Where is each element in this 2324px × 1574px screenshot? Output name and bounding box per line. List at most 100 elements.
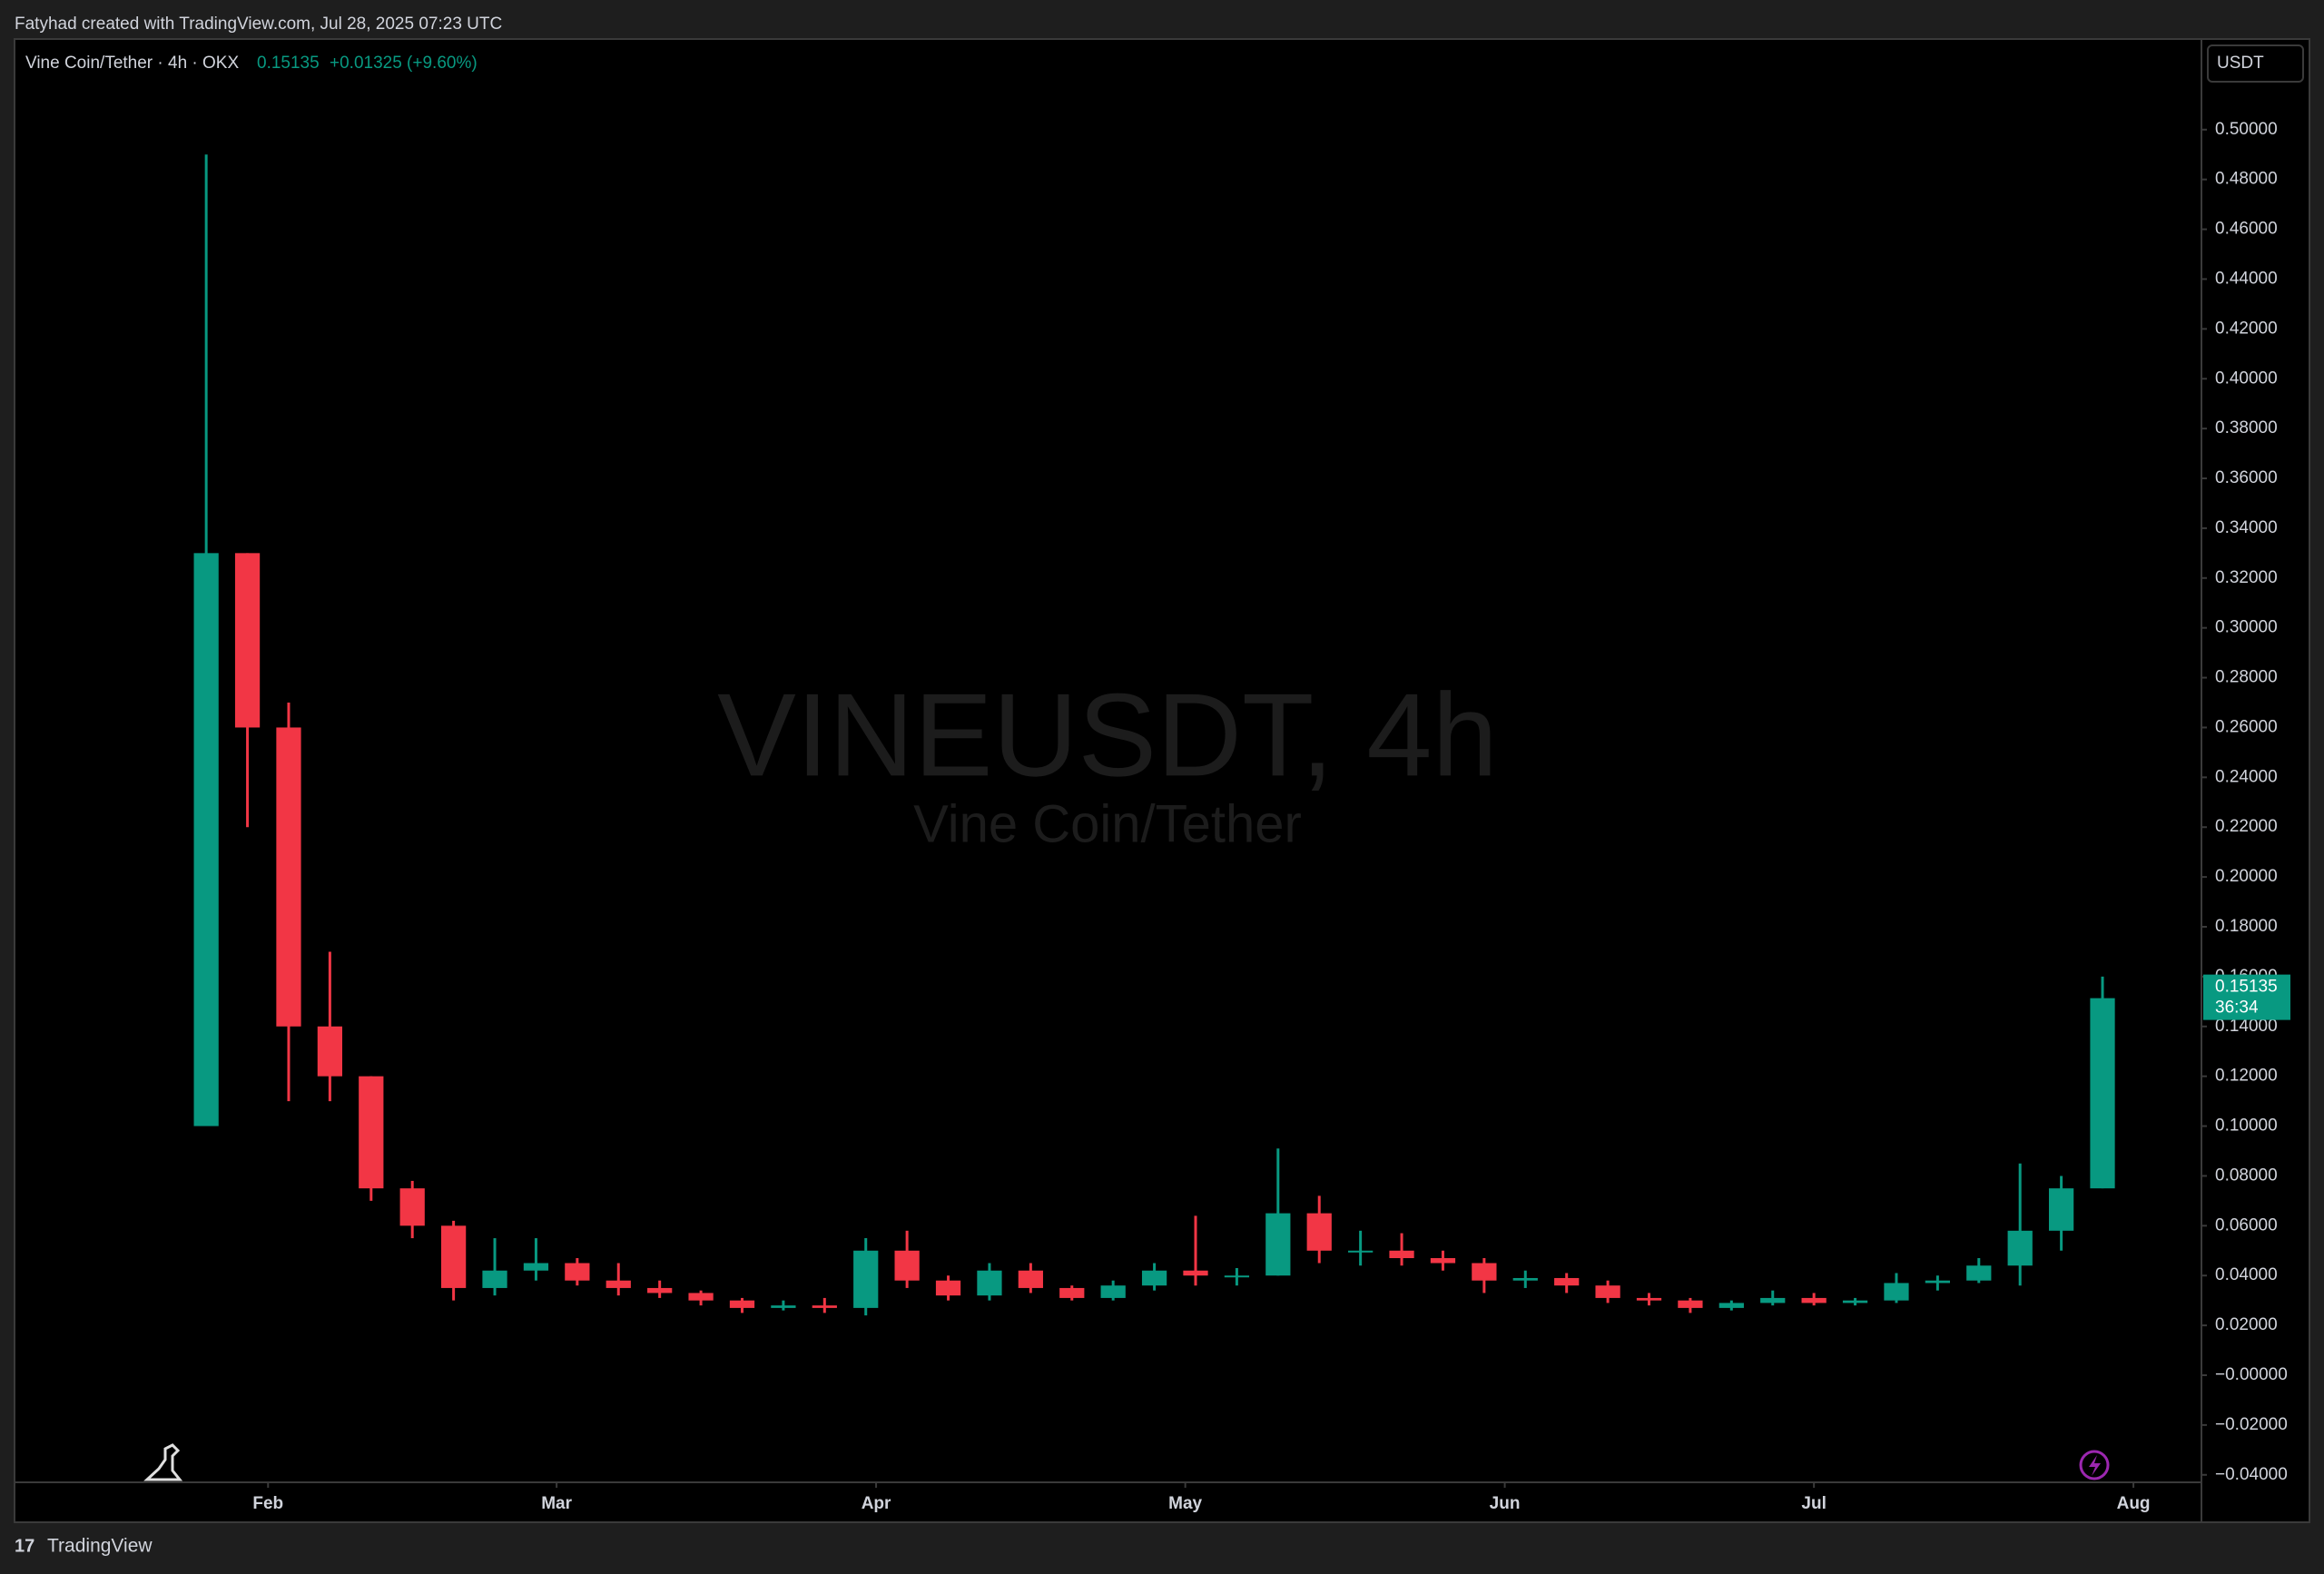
candle-body xyxy=(1183,1270,1208,1276)
watermark-subtitle: Vine Coin/Tether xyxy=(913,794,1302,853)
candle-body xyxy=(771,1305,796,1308)
price-label: 0.15135 xyxy=(2215,978,2278,997)
price-change: +0.01325 (+9.60%) xyxy=(330,54,478,73)
candle-body xyxy=(853,1250,879,1308)
y-tick-label: 0.04000 xyxy=(2215,1265,2278,1284)
x-tick-label: Apr xyxy=(862,1494,891,1513)
candle-body xyxy=(1966,1265,1992,1281)
candle-body xyxy=(234,553,261,728)
y-tick-label: 0.28000 xyxy=(2215,668,2278,687)
candle-body xyxy=(1018,1270,1043,1288)
candle-body xyxy=(399,1188,425,1226)
candles xyxy=(193,154,2115,1316)
candle-body xyxy=(2007,1230,2033,1266)
candle-body xyxy=(1141,1270,1167,1286)
candle-body xyxy=(359,1076,384,1189)
y-tick-label: 0.10000 xyxy=(2215,1117,2278,1136)
y-tick-label: −0.04000 xyxy=(2215,1465,2288,1484)
symbol-title: Vine Coin/Tether · 4h · OKX xyxy=(25,54,239,73)
y-tick-label: 0.30000 xyxy=(2215,618,2278,637)
y-tick-label: −0.02000 xyxy=(2215,1415,2288,1434)
currency-button[interactable] xyxy=(2207,44,2304,83)
y-tick-label: −0.00000 xyxy=(2215,1365,2288,1384)
y-tick-label: 0.48000 xyxy=(2215,170,2278,189)
candle-body xyxy=(1842,1300,1868,1303)
candle-body xyxy=(440,1225,467,1288)
y-tick-label: 0.12000 xyxy=(2215,1067,2278,1086)
lightning-icon[interactable] xyxy=(2079,1450,2110,1481)
y-tick-label: 0.08000 xyxy=(2215,1166,2278,1185)
currency[interactable]: USDT xyxy=(2217,54,2264,73)
candle-body xyxy=(1059,1287,1085,1298)
candle-body xyxy=(1224,1275,1250,1278)
watermark: VINEUSDT, 4h xyxy=(717,668,1498,801)
dino-logo xyxy=(143,1443,183,1481)
y-tick-label: 0.34000 xyxy=(2215,518,2278,537)
candle-body xyxy=(1925,1280,1950,1284)
candle-body xyxy=(894,1250,920,1281)
y-tick-label: 0.42000 xyxy=(2215,319,2278,338)
x-tick-label: Jul xyxy=(1801,1494,1826,1513)
y-tick-label: 0.50000 xyxy=(2215,120,2278,139)
y-tick-label: 0.32000 xyxy=(2215,568,2278,587)
x-tick-label: Feb xyxy=(252,1494,283,1513)
candle-body xyxy=(1636,1297,1662,1301)
candle-body xyxy=(1100,1285,1126,1298)
candle-body xyxy=(1595,1285,1620,1298)
x-tick-label: Mar xyxy=(541,1494,572,1513)
candle-body xyxy=(1718,1303,1744,1308)
candle-body xyxy=(523,1263,549,1271)
y-tick-label: 0.20000 xyxy=(2215,867,2278,886)
candle-body xyxy=(1472,1263,1497,1281)
y-tick-label: 0.02000 xyxy=(2215,1315,2278,1334)
y-tick-label: 0.44000 xyxy=(2215,269,2278,288)
last-price: 0.15135 xyxy=(257,54,320,73)
y-tick-label: 0.36000 xyxy=(2215,468,2278,487)
y-tick-label: 0.38000 xyxy=(2215,418,2278,438)
candle-body xyxy=(647,1287,673,1294)
candle-body xyxy=(193,553,219,1126)
candle-body xyxy=(1430,1258,1456,1264)
y-tick-label: 0.22000 xyxy=(2215,817,2278,836)
x-tick-label: Jun xyxy=(1490,1494,1521,1513)
countdown: 36:34 xyxy=(2215,999,2259,1018)
candle-body xyxy=(1512,1277,1538,1281)
y-tick-label: 0.46000 xyxy=(2215,220,2278,239)
attribution: Fatyhad created with TradingView.com, Ju… xyxy=(15,15,502,34)
candle-body xyxy=(565,1263,590,1281)
brand-mark: 17 xyxy=(15,1536,34,1556)
price-label-box xyxy=(2203,974,2290,1020)
x-tick-label: May xyxy=(1168,1494,1202,1513)
candle-body xyxy=(2048,1188,2074,1231)
candle-body xyxy=(977,1270,1002,1296)
y-tick-label: 0.06000 xyxy=(2215,1215,2278,1235)
candle-body xyxy=(935,1280,961,1296)
candle-body xyxy=(606,1280,631,1288)
candle-body xyxy=(729,1300,755,1308)
y-tick-label: 0.14000 xyxy=(2215,1017,2278,1036)
candle-body xyxy=(1348,1250,1374,1253)
candle-body xyxy=(1389,1250,1414,1259)
candle-body xyxy=(1801,1297,1827,1303)
y-tick-label: 0.40000 xyxy=(2215,369,2278,388)
candle-body xyxy=(1265,1213,1291,1276)
candle-body xyxy=(2090,998,2115,1189)
brand: TradingView xyxy=(47,1536,153,1557)
candle-body xyxy=(1760,1297,1786,1303)
y-tick-label: 0.24000 xyxy=(2215,767,2278,786)
candle-body xyxy=(1884,1283,1909,1301)
candle-body xyxy=(1306,1213,1332,1251)
y-tick-label: 0.26000 xyxy=(2215,717,2278,736)
candle-body xyxy=(482,1270,507,1288)
candle-body xyxy=(812,1305,837,1308)
candle-body xyxy=(1678,1300,1703,1308)
candle-body xyxy=(317,1026,343,1077)
x-tick-label: Aug xyxy=(2117,1494,2151,1513)
footer: 17 TradingView xyxy=(15,1536,153,1557)
y-tick-label: 0.18000 xyxy=(2215,917,2278,936)
candle-body xyxy=(1554,1277,1580,1286)
candle-body xyxy=(276,727,301,1027)
candle-body xyxy=(688,1293,714,1301)
